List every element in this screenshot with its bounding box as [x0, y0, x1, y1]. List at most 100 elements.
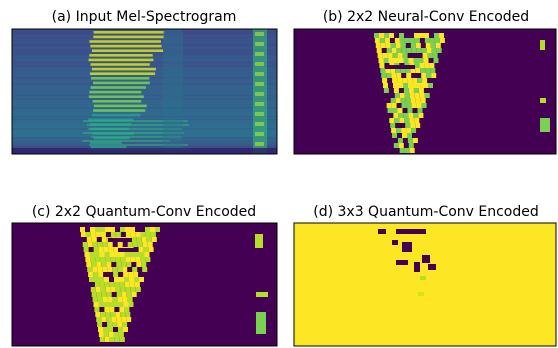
- encoded-cell: [434, 33, 439, 38]
- encoded-cell: [120, 257, 126, 262]
- encoded-cell: [93, 247, 99, 252]
- encoded-cell: [385, 68, 391, 73]
- encoded-cell: [426, 73, 432, 78]
- encoded-cell: [392, 78, 398, 83]
- encoded-cell: [92, 242, 98, 247]
- spec-low: [89, 144, 189, 146]
- encoded-cell: [110, 257, 116, 262]
- encoded-cell: [374, 38, 380, 43]
- encoded-cell: [398, 58, 404, 63]
- encoded-cell: [401, 103, 407, 108]
- encoded-cell: [142, 267, 148, 272]
- encoded-cell: [102, 297, 108, 302]
- encoded-cell: [424, 38, 430, 43]
- encoded-cell: [403, 83, 408, 88]
- encoded-cell: [136, 237, 142, 242]
- encoded-cell: [383, 58, 389, 63]
- spec-low: [82, 140, 171, 142]
- encoded-cell: [393, 83, 398, 88]
- encoded-cell: [405, 123, 411, 128]
- encoded-cell: [413, 83, 418, 88]
- encoded-cell: [100, 232, 106, 237]
- encoded-cell: [131, 237, 137, 242]
- encoded-cell: [392, 133, 397, 138]
- encoded-cell: [396, 260, 408, 265]
- encoded-cell: [124, 307, 130, 312]
- spec-harmonic: [90, 77, 150, 80]
- encoded-cell: [95, 312, 101, 317]
- encoded-cell: [383, 83, 388, 88]
- encoded-cell: [392, 53, 398, 58]
- encoded-cell: [108, 302, 114, 307]
- encoded-cell: [405, 98, 411, 103]
- encoded-cell: [119, 337, 125, 342]
- encoded-cell: [105, 227, 110, 232]
- encoded-cell: [86, 262, 92, 267]
- encoded-cell: [404, 38, 410, 43]
- encoded-cell: [120, 312, 126, 317]
- spec-band: [12, 122, 277, 124]
- encoded-cell: [398, 83, 403, 88]
- encoded-cell: [403, 58, 409, 63]
- encoded-cell: [148, 247, 154, 252]
- encoded-cell: [417, 108, 423, 113]
- spec-harmonic: [90, 86, 146, 89]
- encoded-cell: [95, 227, 100, 232]
- encoded-cell: [396, 128, 402, 133]
- encoded-cell: [125, 287, 131, 292]
- encoded-cell: [378, 58, 384, 63]
- encoded-cell: [379, 38, 385, 43]
- encoded-cell: [407, 78, 413, 83]
- spec-band: [12, 56, 277, 58]
- panel-a-title: (a) Input Mel-Spectrogram: [52, 9, 237, 25]
- encoded-cell: [386, 48, 392, 53]
- encoded-cell: [125, 312, 131, 317]
- encoded-cell: [127, 242, 133, 247]
- encoded-cell: [411, 128, 417, 133]
- encoded-cell: [98, 247, 104, 252]
- encoded-cell: [402, 133, 407, 138]
- encoded-cell: [124, 282, 130, 287]
- encoded-cell: [401, 128, 407, 133]
- encoded-cell: [404, 118, 410, 123]
- panel-a-heatmap: [12, 29, 277, 154]
- encoded-cell: [97, 242, 103, 247]
- encoded-cell: [132, 242, 138, 247]
- encoded-cell: [383, 88, 389, 93]
- encoded-cell: [136, 262, 142, 267]
- encoded-cell: [414, 38, 420, 43]
- encoded-cell: [375, 43, 381, 48]
- encoded-cell: [94, 252, 100, 257]
- encoded-cell: [429, 38, 435, 43]
- encoded-cell: [155, 227, 160, 232]
- spec-band: [12, 62, 277, 64]
- encoded-cell: [134, 277, 139, 282]
- encoded-gap: [108, 238, 132, 242]
- encoded-cell: [85, 232, 91, 237]
- encoded-cell: [382, 78, 388, 83]
- spec-burst-cell: [255, 72, 264, 76]
- encoded-cell: [110, 312, 116, 317]
- encoded-cell: [98, 302, 104, 307]
- encoded-cell: [104, 307, 110, 312]
- encoded-cell: [428, 264, 436, 270]
- encoded-cell: [119, 252, 125, 257]
- encoded-cell: [392, 240, 398, 245]
- encoded-cell: [97, 322, 103, 327]
- spec-burst-cell: [255, 32, 264, 36]
- encoded-cell: [115, 287, 121, 292]
- encoded-cell: [112, 322, 118, 327]
- encoded-cell: [420, 98, 426, 103]
- encoded-cell: [141, 237, 147, 242]
- encoded-cell: [103, 332, 109, 337]
- encoded-cell: [422, 255, 430, 263]
- encoded-cell: [119, 282, 125, 287]
- encoded-cell: [101, 317, 107, 322]
- encoded-cell: [94, 307, 100, 312]
- encoded-cell: [106, 262, 112, 267]
- spec-burst-cell: [255, 102, 264, 106]
- encoded-cell: [415, 43, 421, 48]
- encoded-cell: [394, 93, 400, 98]
- encoded-cell: [105, 287, 111, 292]
- encoded-cell: [434, 38, 440, 43]
